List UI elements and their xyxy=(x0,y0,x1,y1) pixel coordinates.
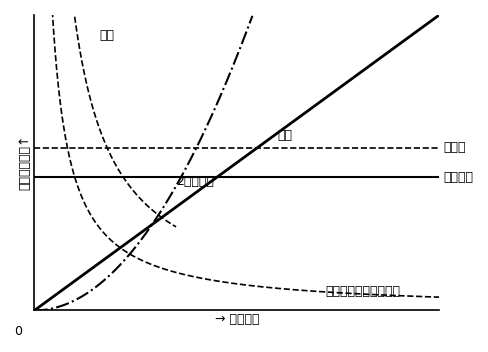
Text: 2乗トルク: 2乗トルク xyxy=(176,175,214,188)
Text: 出力: 出力 xyxy=(100,29,115,42)
Text: 定トルク: 定トルク xyxy=(443,171,473,184)
Text: 速度に反比例のトルク: 速度に反比例のトルク xyxy=(326,285,401,298)
Text: 定出力: 定出力 xyxy=(443,142,466,155)
X-axis label: → 回転速度: → 回転速度 xyxy=(215,313,259,326)
Text: 出力: 出力 xyxy=(277,129,292,142)
Text: 0: 0 xyxy=(14,325,22,338)
Y-axis label: トルク、出力↑: トルク、出力↑ xyxy=(19,135,32,190)
